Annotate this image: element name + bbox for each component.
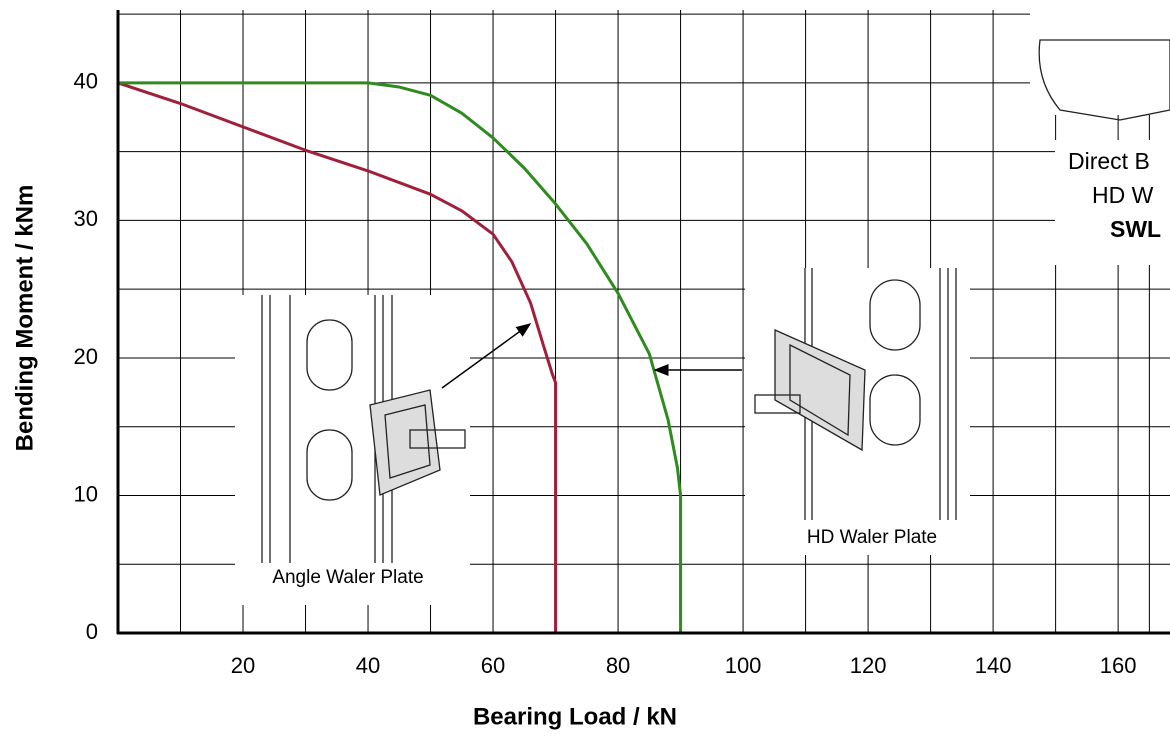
legend-label: HD Waler Plate — [807, 527, 937, 548]
legend-label: Angle Waler Plate — [272, 567, 423, 588]
x-tick-label: 140 — [975, 653, 1012, 678]
x-tick-label: 60 — [481, 653, 505, 678]
x-tick-label: 40 — [356, 653, 380, 678]
annotation: Direct B — [1068, 148, 1150, 174]
x-tick-label: 20 — [231, 653, 255, 678]
y-tick-label: 10 — [74, 481, 98, 506]
x-tick-label: 80 — [606, 653, 630, 678]
annotation: HD W — [1092, 182, 1154, 208]
y-axis-title: Bending Moment / kNm — [11, 185, 38, 452]
x-axis-title: Bearing Load / kN — [473, 703, 677, 730]
x-tick-label: 160 — [1100, 653, 1137, 678]
x-tick-label: 100 — [725, 653, 762, 678]
y-tick-label: 0 — [86, 619, 98, 644]
annotation: SWL — [1110, 216, 1161, 242]
chart: 20 40 60 80 100 120 140 160 0 10 20 30 40 Angle Waler… — [0, 0, 1170, 736]
x-tick-label: 120 — [850, 653, 887, 678]
y-tick-label: 20 — [74, 344, 98, 369]
y-tick-label: 40 — [74, 69, 98, 94]
y-tick-label: 30 — [74, 206, 98, 231]
